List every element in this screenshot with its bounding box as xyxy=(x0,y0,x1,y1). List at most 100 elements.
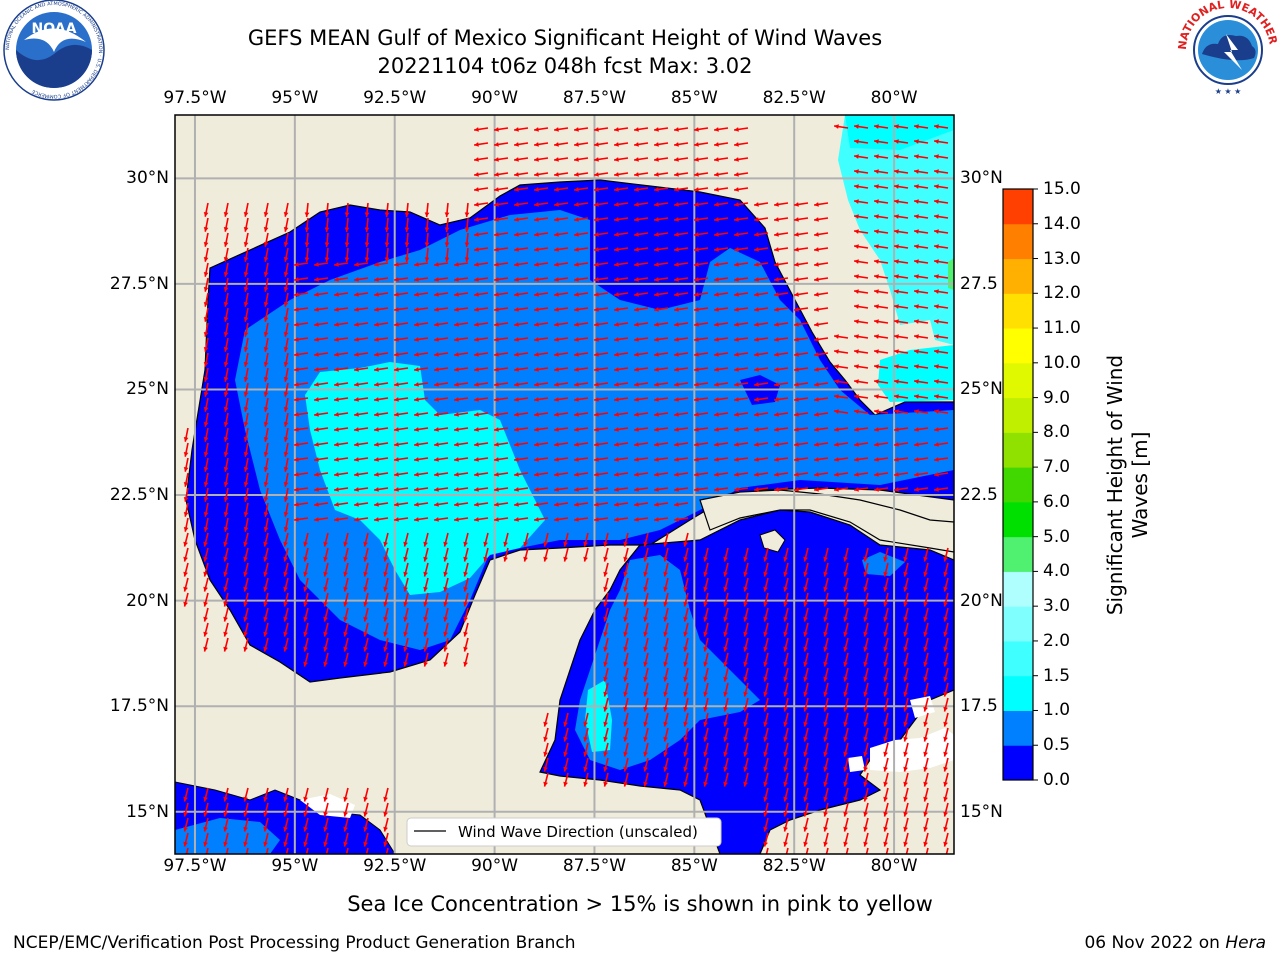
wave-direction-arrowhead xyxy=(574,172,579,177)
wave-direction-arrowhead xyxy=(794,457,799,462)
wave-direction-arrowhead xyxy=(323,556,328,562)
wave-direction-arrowhead xyxy=(434,292,439,297)
wave-direction-arrowhead xyxy=(434,382,439,387)
wave-direction-arrowhead xyxy=(714,277,719,282)
wave-direction-arrowhead xyxy=(874,457,879,462)
wave-direction-arrowhead xyxy=(754,412,759,417)
wave-direction-arrowhead xyxy=(474,472,479,477)
wave-direction-arrowhead xyxy=(863,571,868,577)
wave-direction-arrowhead xyxy=(374,337,379,342)
wave-direction-arrowhead xyxy=(243,376,249,382)
wave-direction-arrowhead xyxy=(874,154,879,159)
wave-direction-arrowhead xyxy=(874,139,879,144)
wave-direction-arrowhead xyxy=(934,274,939,279)
wave-direction-arrowhead xyxy=(683,571,688,577)
wave-direction-arrowhead xyxy=(454,502,459,507)
wave-direction-arrowhead xyxy=(263,571,268,577)
wave-direction-arrowhead xyxy=(283,841,288,847)
wave-direction-arrowhead xyxy=(263,451,269,457)
wave-direction-arrowhead xyxy=(694,157,699,162)
wave-direction-arrowhead xyxy=(323,811,328,817)
lat-tick-label-right: 30°N xyxy=(960,168,1003,189)
wave-direction-arrowhead xyxy=(774,427,779,432)
wave-direction-arrowhead xyxy=(263,646,268,652)
wave-direction-arrowhead xyxy=(903,631,908,637)
wave-direction-arrowhead xyxy=(283,451,289,457)
wave-direction-arrowhead xyxy=(803,781,808,787)
wave-direction-arrowhead xyxy=(763,646,768,652)
wave-direction-arrowhead xyxy=(754,322,759,327)
wave-direction-arrowhead xyxy=(694,352,699,357)
wave-direction-arrowhead xyxy=(823,706,828,712)
wave-direction-arrowhead xyxy=(643,691,648,697)
wave-direction-arrowhead xyxy=(814,232,819,237)
wave-direction-arrowhead xyxy=(814,487,819,492)
wave-direction-arrowhead xyxy=(263,466,269,472)
wave-direction-arrowhead xyxy=(323,586,328,592)
wave-direction-arrowhead xyxy=(594,427,599,432)
wave-direction-arrowhead xyxy=(794,202,799,207)
wave-direction-arrowhead xyxy=(354,457,359,462)
wave-direction-arrowhead xyxy=(663,691,668,697)
wave-direction-arrowhead xyxy=(783,676,788,682)
wave-direction-arrowhead xyxy=(243,421,249,427)
wave-direction-arrowhead xyxy=(914,124,919,129)
wave-direction-arrowhead xyxy=(674,502,679,507)
wave-direction-arrowhead xyxy=(703,586,708,592)
wave-direction-arrowhead xyxy=(283,466,289,472)
wave-direction-arrowhead xyxy=(514,232,519,237)
wave-direction-arrowhead xyxy=(714,142,719,147)
wave-direction-arrowhead xyxy=(414,367,419,372)
wave-direction-arrowhead xyxy=(883,766,888,772)
wave-direction-arrowhead xyxy=(454,382,459,387)
wave-direction-arrowhead xyxy=(614,172,619,177)
wave-direction-arrowhead xyxy=(263,331,269,337)
wave-direction-arrowhead xyxy=(623,616,628,622)
wave-direction-arrow xyxy=(205,847,209,854)
wave-direction-arrowhead xyxy=(594,412,599,417)
wave-direction-arrowhead xyxy=(294,442,299,447)
wave-direction-arrowhead xyxy=(474,202,479,207)
wave-direction-arrowhead xyxy=(803,646,808,652)
wave-direction-arrowhead xyxy=(594,142,599,147)
wave-direction-arrowhead xyxy=(714,352,719,357)
wave-direction-arrowhead xyxy=(734,127,739,132)
wave-direction-arrowhead xyxy=(803,841,808,847)
wave-direction-arrowhead xyxy=(554,187,559,192)
wave-direction-arrowhead xyxy=(554,487,559,492)
wave-direction-arrowhead xyxy=(263,496,269,502)
wave-direction-arrowhead xyxy=(643,751,648,757)
wave-direction-arrowhead xyxy=(934,409,939,414)
wave-direction-arrowhead xyxy=(243,586,248,592)
wave-direction-arrowhead xyxy=(494,307,499,312)
colorbar-swatch xyxy=(1003,293,1033,329)
wave-direction-arrowhead xyxy=(643,601,648,607)
wave-direction-arrowhead xyxy=(883,796,888,802)
wave-direction-arrowhead xyxy=(843,601,848,607)
wave-direction-arrowhead xyxy=(823,646,828,652)
wave-direction-arrowhead xyxy=(294,277,299,282)
wave-direction-arrowhead xyxy=(263,526,269,532)
wave-direction-arrowhead xyxy=(514,247,519,252)
wave-direction-arrowhead xyxy=(383,631,388,637)
colorbar-swatch xyxy=(1003,432,1033,468)
wave-direction-arrowhead xyxy=(734,412,739,417)
wave-direction-arrowhead xyxy=(494,142,499,147)
wave-direction-arrowhead xyxy=(634,127,639,132)
wave-direction-arrowhead xyxy=(903,616,908,622)
wave-direction-arrowhead xyxy=(883,616,888,622)
colorbar-swatch xyxy=(1003,536,1033,572)
wave-direction-arrowhead xyxy=(854,169,859,174)
wave-direction-arrowhead xyxy=(383,586,388,592)
wave-direction-arrowhead xyxy=(834,409,839,414)
wave-direction-arrowhead xyxy=(823,811,828,817)
wave-direction-arrowhead xyxy=(263,511,269,517)
wave-direction-arrowhead xyxy=(423,646,428,652)
wave-direction-arrowhead xyxy=(803,616,808,622)
wave-direction-arrowhead xyxy=(843,857,848,862)
wave-direction-arrowhead xyxy=(914,259,919,264)
wave-direction-arrowhead xyxy=(903,781,908,787)
wave-direction-arrowhead xyxy=(614,262,619,267)
wave-direction-arrowhead xyxy=(323,571,328,577)
wave-direction-arrowhead xyxy=(183,571,188,577)
